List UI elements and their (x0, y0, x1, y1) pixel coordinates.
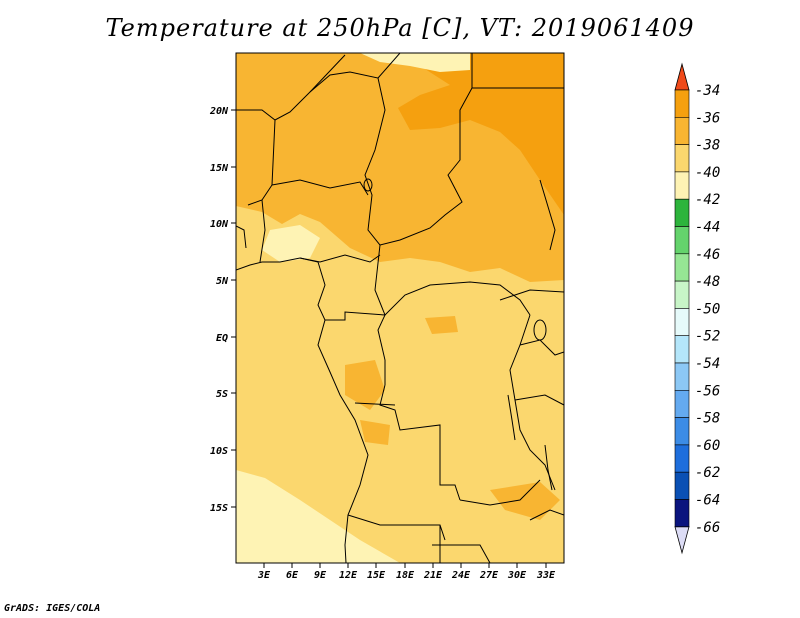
border-uganda (519, 339, 564, 356)
colorbar-label: -36 (695, 110, 720, 126)
field-cool-west (262, 225, 320, 262)
lon-label: 6E (286, 570, 299, 581)
lon-label: 3E (257, 570, 271, 581)
lon-axis: 3E 6E 9E 12E 15E 18E 21E 24E 27E 30E 33E (257, 563, 556, 581)
colorbar-label: -48 (695, 274, 720, 290)
lon-label: 18E (396, 570, 415, 581)
colorbar-segment (674, 280, 690, 309)
coastline (236, 257, 369, 563)
colorbar-label: -34 (695, 83, 720, 99)
colorbar-segment (674, 471, 690, 500)
colorbar-label: -64 (695, 493, 720, 509)
colorbar-label: -50 (695, 301, 720, 317)
field-warm-angola (360, 420, 390, 445)
colorbar-segment (674, 335, 690, 364)
chart-title: Temperature at 250hPa [C], VT: 201906140… (105, 14, 695, 42)
colorbar-segment (674, 499, 690, 528)
border-tanzania (514, 394, 564, 406)
border-moz (529, 509, 564, 521)
lakes (363, 178, 553, 491)
lat-axis: 20N 15N 10N 5N EQ 5S 10S 15S (209, 106, 236, 514)
colorbar-label: -62 (695, 465, 720, 481)
lat-label: 10S (210, 446, 228, 457)
border-gabon (325, 311, 386, 385)
colorbar-segment (674, 389, 690, 418)
field-warm-southeast (490, 482, 560, 520)
colorbar-segment (674, 144, 690, 173)
colorbar-segment (674, 308, 690, 336)
border-n2 (377, 53, 401, 79)
border-drc-south (379, 384, 461, 501)
border-n1 (309, 54, 346, 93)
colorbar-segment (674, 253, 690, 282)
border-car (374, 244, 531, 316)
colorbar-segment (674, 198, 690, 227)
border-w1 (247, 119, 276, 206)
field-cool-southwest (236, 470, 400, 563)
lon-label: 15E (367, 570, 386, 581)
colorbar-segment (674, 117, 690, 145)
lat-label: EQ (216, 333, 228, 344)
colorbar-label: -60 (695, 438, 720, 454)
colorbar: -34 -36 -38 -40 -42 -44 -46 -48 -50 -52 -54 -56 -58 -… (674, 62, 720, 555)
map-frame (235, 52, 565, 564)
lake-malawi (544, 444, 553, 491)
lon-label: 9E (314, 570, 327, 581)
lat-label: 10N (210, 219, 229, 230)
colorbar-label: -52 (695, 329, 720, 345)
lake-tanganyika (507, 394, 516, 441)
lat-label: 5S (216, 389, 228, 400)
border-east-rift (509, 314, 556, 491)
field-warm-patch-a (425, 316, 458, 334)
field-cool-north (360, 53, 470, 72)
border-zambia (459, 479, 541, 506)
colorbar-segment (674, 362, 690, 391)
lon-label: 12E (339, 570, 358, 581)
colorbar-label: -44 (695, 220, 720, 236)
colorbar-label: -54 (695, 356, 720, 372)
lon-label: 21E (423, 570, 443, 581)
lat-label: 15N (210, 163, 229, 174)
field-warmer-northeast (398, 53, 564, 215)
colorbar-label: -40 (695, 165, 720, 181)
temperature-field (236, 53, 564, 563)
border-angola-n (354, 402, 396, 406)
border-s2 (432, 544, 491, 563)
field-warm-congo (345, 360, 385, 410)
credit-text: GrADS: IGES/COLA (4, 603, 101, 614)
border-w3 (259, 199, 266, 263)
colorbar-label: -38 (695, 138, 720, 154)
border-namibia (347, 514, 446, 541)
lat-label: 15S (210, 503, 228, 514)
border-ss (499, 289, 564, 301)
colorbar-segment (674, 171, 690, 200)
colorbar-segment (674, 444, 690, 473)
lon-label: 30E (507, 570, 527, 581)
colorbar-label: -58 (695, 411, 720, 427)
border-coast-w (236, 225, 247, 249)
colorbar-label: -66 (695, 520, 720, 536)
borders (236, 53, 564, 563)
lon-label: 33E (536, 570, 556, 581)
colorbar-segment (674, 89, 690, 118)
lake-victoria (533, 319, 547, 341)
colorbar-bottom-arrow (674, 526, 690, 555)
border-c1 (299, 254, 381, 263)
colorbar-label: -56 (695, 383, 720, 399)
colorbar-segment (674, 226, 690, 255)
lon-label: 24E (451, 570, 471, 581)
lat-label: 20N (209, 106, 229, 117)
lon-label: 27E (479, 570, 499, 581)
colorbar-top-arrow (674, 62, 690, 91)
lat-label: 5N (216, 276, 229, 287)
colorbar-label: -42 (695, 192, 720, 208)
border-north (236, 71, 564, 246)
lake-chad (363, 178, 373, 192)
colorbar-segment (674, 417, 690, 446)
colorbar-label: -46 (695, 247, 720, 263)
border-ethiopia (539, 179, 556, 251)
border-w2 (271, 179, 369, 196)
